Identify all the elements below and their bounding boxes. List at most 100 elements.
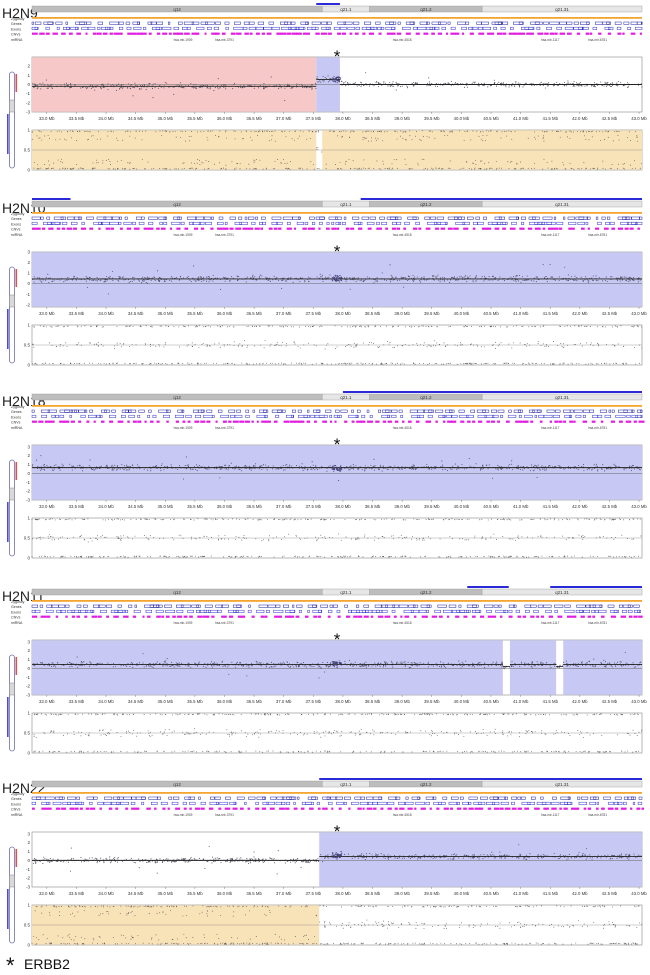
baf-point [291,138,293,140]
data-point [442,469,444,471]
mirna-label: hsa-mir-3791 [215,38,234,42]
x-tick-label: 36.0 Mb [217,116,233,121]
data-point [37,277,39,279]
cnv-mark [558,420,563,423]
data-point [433,468,435,470]
baf-point [617,163,619,165]
data-point [403,277,405,279]
centromere-band [9,294,15,308]
gene-mark [137,21,140,25]
baf-point [80,167,82,169]
exon-mark [573,26,583,30]
cnv-mark [39,32,45,35]
data-point [173,86,175,88]
cnv-mark [247,227,254,230]
baf-point [403,519,405,521]
baf-point [63,325,65,327]
cytoband-gain-mark [316,3,340,5]
data-point [515,81,517,83]
data-point [47,273,49,275]
gene-mark [75,21,86,25]
baf-point [492,344,494,346]
baf-point [456,363,458,365]
baf-point [47,135,49,136]
baf-point [43,164,45,165]
data-point [216,468,218,470]
cnv-mark [206,420,211,423]
baf-point [434,137,436,139]
exon-mark [213,26,220,30]
baf-point [251,139,253,141]
data-point [340,276,342,278]
baf-point [120,556,122,557]
data-point [447,82,449,84]
baf-point [566,518,568,520]
gene-mark [206,409,213,413]
gene-mark [148,216,158,220]
baf-point [79,131,81,132]
baf-point [602,535,604,537]
data-point [128,281,130,283]
sample-panel-2: H2N18 q12 q21.1 q21.2 q21.31ZygosityGenesExo… [2,391,647,561]
baf-point [306,168,308,170]
data-point [219,477,221,479]
exon-mark [507,414,517,418]
baf-point [84,130,86,132]
data-point [558,84,560,86]
baf-point [441,130,443,132]
data-point [518,274,520,276]
baf-point [569,163,571,164]
cnv-mark [32,32,38,35]
baf-point [451,131,453,133]
baf-point [102,162,104,164]
data-point [595,279,597,282]
baf-point [45,326,47,328]
data-point [443,277,445,279]
cnv-mark [360,420,366,423]
baf-point [577,168,579,169]
baf-point [116,342,118,344]
baf-point [270,363,272,364]
exon-mark [138,221,145,225]
gene-mark [309,216,315,220]
cnv-mark [376,227,382,230]
baf-point [296,535,298,537]
baf-point [591,136,593,138]
baf-point [81,167,83,169]
baf-point [126,325,127,327]
data-point [52,469,54,471]
data-point [159,467,162,469]
data-point [545,275,547,278]
data-point [559,467,561,470]
baf-point [617,326,619,328]
baf-point [631,326,633,328]
baf-point [466,130,468,132]
baf-point [234,130,236,132]
baf-point [466,362,468,364]
baf-point [212,519,214,521]
baf-point [449,131,450,133]
data-point [201,280,203,283]
baf-point [417,164,419,166]
baf-point [348,159,350,161]
baf-point [312,325,314,327]
gene-mark [248,21,255,25]
baf-point [479,168,481,170]
baf-point [218,342,220,344]
data-point [282,279,284,281]
baf-point [136,168,138,170]
data-point [31,465,33,467]
baf-point [316,148,318,150]
data-point [303,468,305,470]
gene-mark [426,21,430,25]
baf-point [119,342,121,344]
baf-point [346,326,348,328]
baf-point [483,363,485,365]
baf-point [478,168,480,170]
baf-point [570,131,572,133]
baf-point [327,343,329,345]
cnv-mark [133,227,140,230]
baf-point [561,346,563,348]
gene-mark [508,409,512,413]
data-point [217,78,219,80]
